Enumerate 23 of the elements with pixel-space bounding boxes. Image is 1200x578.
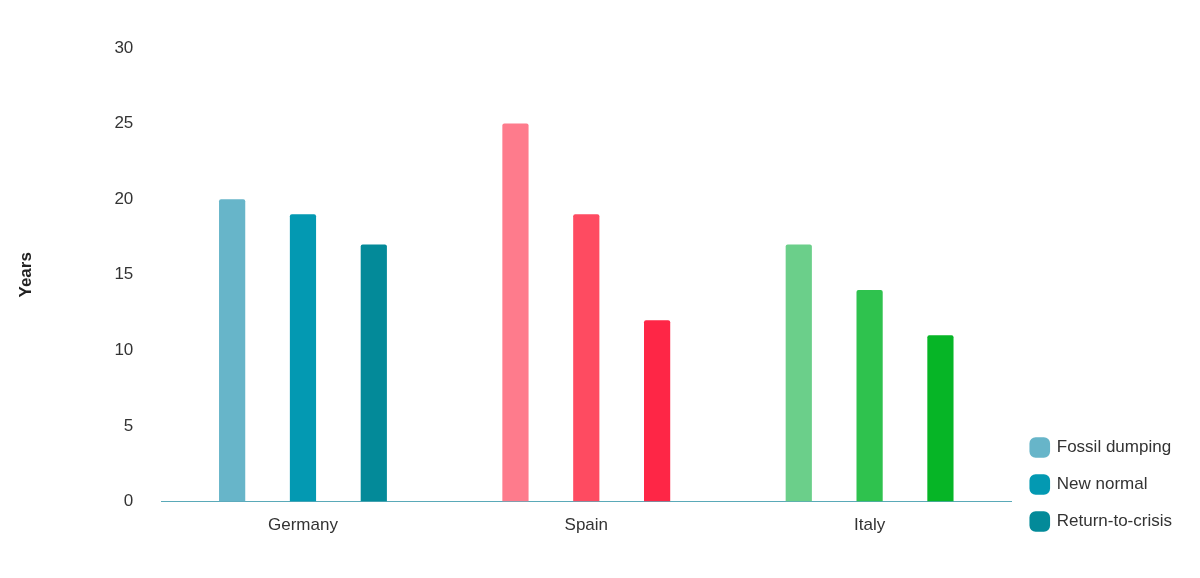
x-tick-label: Spain [564,515,609,535]
bar [573,214,600,502]
x-tick-label: Italy [854,515,886,535]
bar [219,199,246,502]
legend-label: Fossil dumping [1056,437,1172,457]
bar [856,289,883,502]
y-tick-label: 5 [123,415,134,435]
y-tick-label: 15 [114,264,134,284]
bar [360,244,387,502]
y-tick-label: 30 [114,37,134,57]
y-tick-label: 10 [114,340,134,360]
y-tick-label: 20 [114,188,134,208]
bar [785,244,812,502]
x-tick-label: Germany [268,515,339,535]
y-tick-label: 25 [114,113,134,133]
legend-label: New normal [1056,474,1148,494]
y-axis-title: Years [15,252,35,298]
bar [502,123,529,502]
bar [289,214,317,502]
legend-label: Return-to-crisis [1056,511,1173,531]
bar [644,320,671,502]
y-tick-label: 0 [123,491,134,511]
bar [927,335,954,502]
